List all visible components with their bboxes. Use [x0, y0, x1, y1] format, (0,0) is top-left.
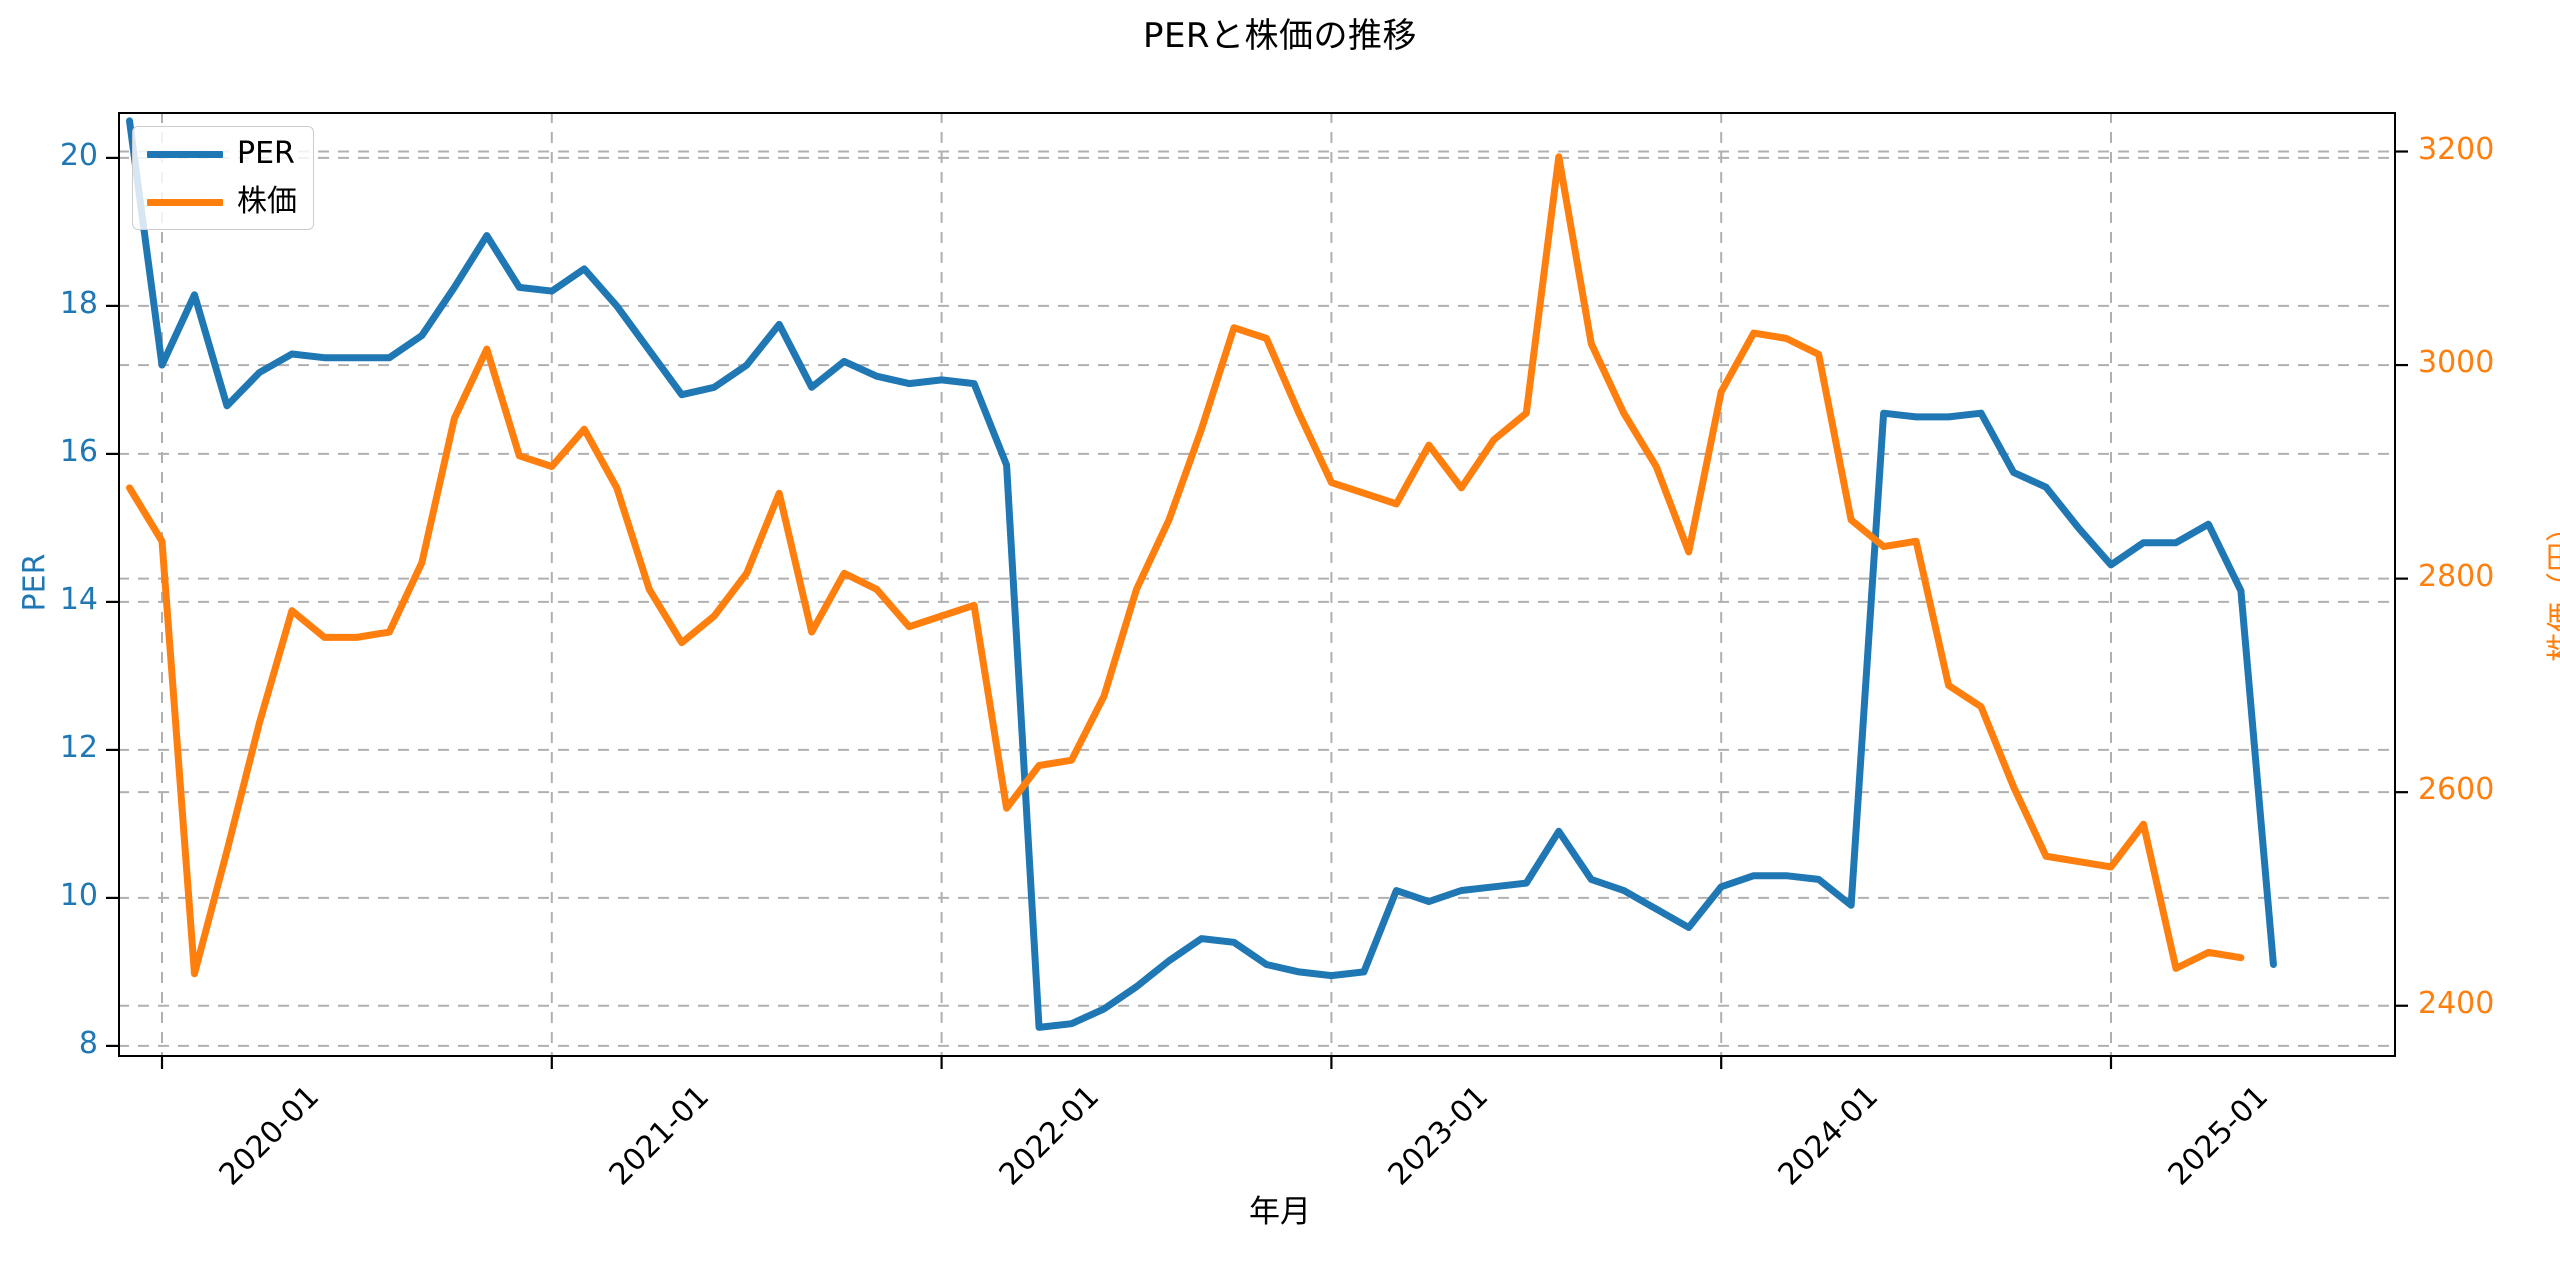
y-tick-label-left: 16 — [59, 433, 98, 469]
legend-item-PER[interactable]: PER — [147, 137, 297, 171]
y-tick-label-left: 14 — [59, 581, 98, 617]
y-axis-left-label: PER — [17, 553, 53, 611]
legend-label: 株価 — [237, 184, 297, 219]
legend-label: PER — [237, 136, 295, 171]
legend-color-swatch — [147, 198, 223, 206]
y-tick-label-right: 2600 — [2418, 772, 2495, 808]
chart-title: PERと株価の推移 — [1142, 16, 1418, 56]
y-axis-right-label: 株価（円） — [2545, 511, 2560, 662]
y-tick-label-left: 12 — [59, 729, 98, 765]
legend-color-swatch — [147, 150, 223, 158]
y-tick-label-left: 8 — [78, 1025, 98, 1061]
y-tick-label-left: 20 — [59, 137, 98, 173]
chart-legend[interactable]: PER 株価 — [132, 126, 314, 230]
y-tick-label-right: 2400 — [2418, 985, 2495, 1021]
x-axis-label: 年月 — [1249, 1194, 1311, 1230]
x-tick-label: 2024-01 — [1771, 1079, 1886, 1193]
y-tick-label-left: 18 — [59, 285, 98, 321]
y-tick-label-right: 2800 — [2418, 558, 2495, 594]
x-tick-label: 2023-01 — [1382, 1079, 1496, 1193]
x-tick-label: 2025-01 — [2161, 1079, 2276, 1193]
x-tick-label: 2021-01 — [602, 1079, 716, 1193]
y-tick-label-right: 3200 — [2418, 131, 2495, 167]
x-tick-label: 2020-01 — [212, 1079, 327, 1193]
y-tick-label-right: 3000 — [2418, 345, 2495, 381]
legend-item-株価[interactable]: 株価 — [147, 185, 297, 219]
y-tick-label-left: 10 — [59, 877, 98, 913]
plot-area — [118, 112, 2396, 1057]
x-tick-label: 2022-01 — [992, 1079, 1106, 1193]
